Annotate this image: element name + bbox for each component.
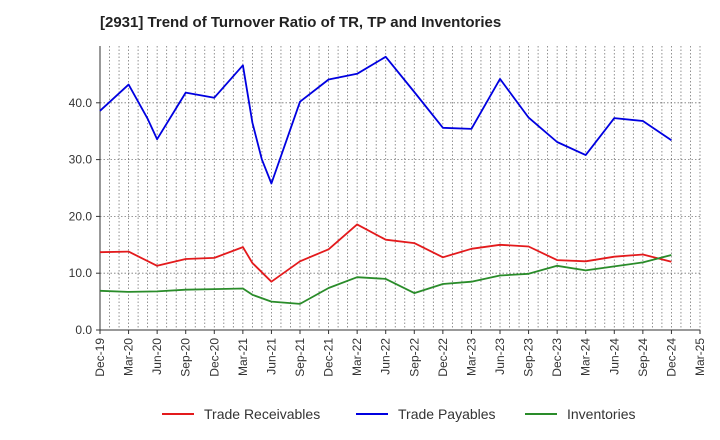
legend-label-trade-payables: Trade Payables — [398, 406, 496, 422]
x-tick-label: Sep-23 — [522, 338, 536, 377]
x-tick-label: Mar-24 — [579, 338, 593, 376]
x-tick-label: Sep-20 — [179, 338, 193, 377]
x-tick-label: Jun-22 — [379, 338, 393, 375]
x-tick-label: Sep-21 — [293, 338, 307, 377]
x-tick-label: Sep-22 — [407, 338, 421, 377]
legend-label-trade-receivables: Trade Receivables — [204, 406, 320, 422]
x-tick-label: Jun-21 — [264, 338, 278, 375]
x-tick-label: Jun-23 — [493, 338, 507, 375]
x-tick-label: Dec-19 — [93, 338, 107, 377]
x-tick-label: Mar-22 — [350, 338, 364, 376]
x-tick-label: Jun-24 — [607, 338, 621, 375]
series-line-trade-payables — [99, 55, 672, 185]
y-tick-label: 40.0 — [69, 96, 93, 110]
series-line-inventories — [99, 254, 672, 305]
x-tick-label: Mar-21 — [236, 338, 250, 376]
x-tick-label: Jun-20 — [150, 338, 164, 375]
x-tick-label: Dec-22 — [436, 338, 450, 377]
x-tick-label: Dec-20 — [207, 338, 221, 377]
x-tick-label: Dec-21 — [322, 338, 336, 377]
x-tick-label: Dec-23 — [550, 338, 564, 377]
y-tick-label: 10.0 — [69, 266, 93, 280]
series-line-trade-receivables — [99, 223, 672, 283]
y-tick-label: 20.0 — [69, 209, 93, 223]
x-tick-label: Sep-24 — [636, 338, 650, 377]
x-tick-label: Mar-20 — [122, 338, 136, 376]
y-tick-label: 0.0 — [75, 323, 92, 337]
legend-label-inventories: Inventories — [567, 406, 635, 422]
x-tick-label: Dec-24 — [664, 338, 678, 377]
x-tick-label: Mar-23 — [464, 338, 478, 376]
chart-title: [2931] Trend of Turnover Ratio of TR, TP… — [100, 14, 502, 31]
x-tick-label: Mar-25 — [693, 338, 707, 376]
y-tick-label: 30.0 — [69, 153, 93, 167]
